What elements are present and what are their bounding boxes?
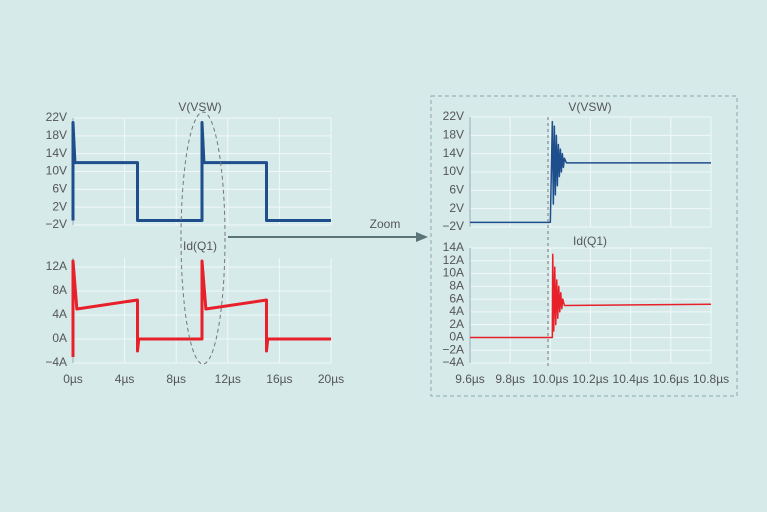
y-tick-label: 12A bbox=[443, 253, 464, 267]
y-tick-label: 22V bbox=[443, 109, 464, 123]
x-tick-label: 20µs bbox=[318, 372, 344, 386]
y-tick-label: 14A bbox=[443, 240, 464, 254]
x-tick-label: 16µs bbox=[266, 372, 292, 386]
y-tick-label: 4A bbox=[52, 307, 67, 321]
y-tick-label: 18V bbox=[443, 128, 464, 142]
y-tick-label: 14V bbox=[46, 146, 67, 160]
y-tick-label: 0A bbox=[449, 330, 464, 344]
y-tick-label: 4A bbox=[449, 304, 464, 318]
y-tick-label: −4A bbox=[442, 355, 464, 369]
y-tick-label: −2V bbox=[45, 217, 67, 231]
x-tick-label: 8µs bbox=[166, 372, 186, 386]
y-tick-label: 14V bbox=[443, 146, 464, 160]
zoom-arrowhead bbox=[416, 232, 428, 242]
chart-title: V(VSW) bbox=[178, 100, 221, 114]
chart-title: V(VSW) bbox=[568, 100, 611, 114]
x-tick-label: 0µs bbox=[63, 372, 83, 386]
y-tick-label: 22V bbox=[46, 110, 67, 124]
y-tick-label: −2A bbox=[442, 342, 464, 356]
y-tick-label: 10V bbox=[46, 164, 67, 178]
zoom-region bbox=[180, 111, 226, 365]
x-tick-label: 10.6µs bbox=[653, 372, 689, 386]
x-tick-label: 4µs bbox=[115, 372, 135, 386]
x-tick-label: 10.4µs bbox=[613, 372, 649, 386]
y-tick-label: 10V bbox=[443, 164, 464, 178]
x-tick-label: 9.8µs bbox=[495, 372, 525, 386]
y-tick-label: 18V bbox=[46, 128, 67, 142]
x-tick-label: 12µs bbox=[215, 372, 241, 386]
line-series bbox=[470, 120, 711, 224]
y-tick-label: 8A bbox=[52, 283, 67, 297]
line-series bbox=[71, 259, 331, 357]
x-tick-label: 10.8µs bbox=[693, 372, 729, 386]
x-tick-label: 10.2µs bbox=[572, 372, 608, 386]
chart-title: Id(Q1) bbox=[183, 239, 217, 253]
x-tick-label: 9.6µs bbox=[455, 372, 485, 386]
charts: V(VSW) 22V 18V 14V 10V 6V 2V −2V Id(Q1) 12A 8A 4A 0A… bbox=[45, 100, 729, 386]
y-tick-label: 6V bbox=[52, 182, 67, 196]
y-tick-label: 2A bbox=[449, 317, 464, 331]
line-series bbox=[71, 120, 331, 223]
x-tick-label: 10.0µs bbox=[532, 372, 568, 386]
y-tick-label: 0A bbox=[52, 331, 67, 345]
y-tick-label: 2V bbox=[52, 199, 67, 213]
zoom-label: Zoom bbox=[370, 217, 401, 231]
y-tick-label: −2V bbox=[442, 219, 464, 233]
y-tick-label: 6V bbox=[449, 183, 464, 197]
y-tick-label: 8A bbox=[449, 279, 464, 293]
chart-title: Id(Q1) bbox=[573, 234, 607, 248]
y-tick-label: −4A bbox=[45, 355, 67, 369]
y-tick-label: 12A bbox=[46, 259, 67, 273]
y-tick-label: 2V bbox=[449, 201, 464, 215]
y-tick-label: 6A bbox=[449, 291, 464, 305]
y-tick-label: 10A bbox=[443, 266, 464, 280]
zoom-box bbox=[430, 95, 738, 397]
line-series bbox=[470, 253, 712, 339]
